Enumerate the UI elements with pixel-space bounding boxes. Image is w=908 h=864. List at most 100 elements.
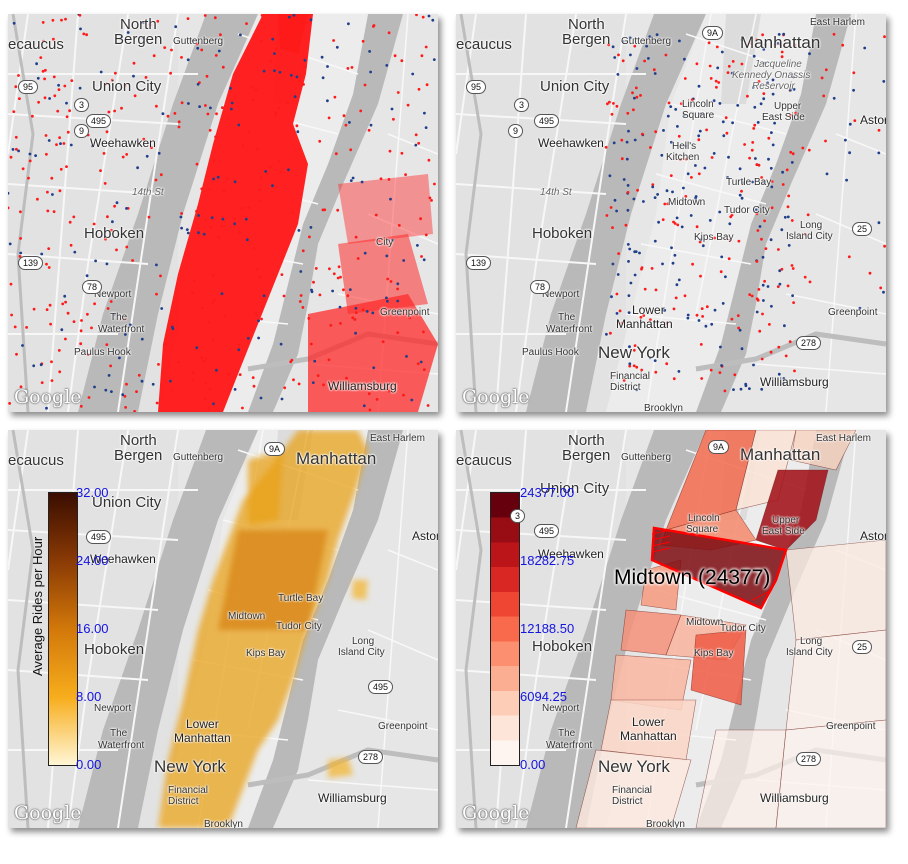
label-weehawken: Weehawken bbox=[538, 136, 604, 150]
trip-point bbox=[707, 41, 711, 45]
trip-point bbox=[87, 396, 91, 399]
trip-point bbox=[53, 94, 57, 98]
label-hells: Hell's bbox=[672, 141, 697, 152]
map-panel-heatmap[interactable]: North Bergen Guttenberg ecaucus Manhatta… bbox=[8, 430, 438, 828]
trip-point bbox=[698, 129, 702, 133]
trip-point bbox=[245, 238, 249, 242]
trip-point bbox=[226, 117, 230, 120]
trip-point bbox=[381, 340, 385, 344]
trip-point bbox=[758, 225, 762, 228]
trip-point bbox=[25, 326, 28, 329]
region-brooklyn-2 bbox=[775, 719, 886, 828]
trip-point bbox=[635, 67, 639, 70]
label-bergen: Bergen bbox=[114, 447, 163, 464]
trip-point bbox=[41, 69, 45, 73]
trip-point bbox=[222, 189, 226, 193]
trip-point bbox=[783, 324, 786, 328]
trip-point bbox=[372, 366, 376, 370]
trip-point bbox=[262, 294, 266, 298]
label-north: North bbox=[568, 16, 605, 33]
trip-point bbox=[295, 75, 299, 79]
label-new-york: New York bbox=[154, 757, 226, 776]
trip-point bbox=[699, 343, 703, 346]
trip-point bbox=[354, 331, 357, 335]
trip-point bbox=[634, 250, 638, 254]
map-panel-pickups-dropoffs-sample[interactable]: North Bergen Guttenberg ecaucus Manhatta… bbox=[456, 14, 886, 412]
trip-point bbox=[72, 320, 76, 323]
trip-point bbox=[715, 45, 719, 49]
label-paulus-hook: Paulus Hook bbox=[522, 347, 579, 358]
label-williamsburg: Williamsburg bbox=[328, 379, 397, 393]
label-square: Square bbox=[686, 524, 719, 535]
trip-point bbox=[47, 139, 51, 142]
trip-point bbox=[639, 94, 642, 97]
trip-point bbox=[626, 111, 630, 115]
label-greenpoint: Greenpoint bbox=[378, 721, 428, 732]
trip-point bbox=[186, 231, 190, 235]
map-panel-choropleth[interactable]: North Bergen Guttenberg ecaucus Manhatta… bbox=[456, 430, 886, 828]
trip-point bbox=[220, 292, 224, 296]
trip-point bbox=[207, 406, 211, 410]
trip-point bbox=[615, 349, 619, 352]
trip-point bbox=[743, 143, 746, 146]
trip-point bbox=[627, 260, 630, 263]
trip-point bbox=[367, 392, 371, 396]
trip-point bbox=[616, 273, 620, 276]
trip-point bbox=[179, 215, 183, 219]
trip-point bbox=[666, 114, 670, 118]
route-9a-shield: 9A bbox=[708, 440, 730, 454]
trip-point bbox=[259, 199, 262, 203]
trip-point bbox=[701, 244, 705, 248]
trip-point bbox=[625, 350, 628, 353]
trip-point bbox=[726, 71, 730, 74]
trip-point bbox=[671, 261, 675, 265]
trip-point bbox=[255, 268, 259, 271]
trip-point bbox=[654, 288, 658, 292]
trip-point bbox=[647, 57, 650, 60]
map-panel-pickups-dropoffs-all[interactable]: North Bergen Guttenberg ecaucus Union Ci… bbox=[8, 14, 438, 412]
trip-point bbox=[279, 170, 282, 174]
trip-point bbox=[85, 274, 89, 278]
label-manhattan: Manhattan bbox=[296, 449, 377, 468]
trip-point bbox=[710, 156, 714, 159]
trip-point bbox=[430, 199, 433, 202]
trip-point bbox=[640, 132, 644, 136]
sampled-points-layer bbox=[604, 32, 886, 393]
trip-point bbox=[45, 308, 49, 311]
trip-point bbox=[645, 44, 648, 48]
trip-point bbox=[793, 369, 796, 373]
trip-point bbox=[738, 328, 742, 332]
trip-point bbox=[213, 298, 216, 302]
trip-point bbox=[620, 138, 624, 142]
label-island-city: Island City bbox=[786, 647, 833, 658]
trip-point bbox=[740, 62, 744, 66]
trip-point bbox=[608, 100, 611, 104]
trip-point bbox=[674, 296, 678, 300]
label-kips-bay: Kips Bay bbox=[246, 648, 286, 659]
label-brooklyn: Brooklyn bbox=[646, 819, 685, 828]
selection-hatch bbox=[651, 529, 773, 601]
trip-point bbox=[59, 142, 62, 146]
route-3-shield: 3 bbox=[74, 98, 90, 112]
trip-point bbox=[19, 251, 23, 255]
trip-point bbox=[718, 102, 722, 105]
trip-point bbox=[306, 21, 309, 24]
trip-point bbox=[778, 43, 782, 46]
label-kips-bay: Kips Bay bbox=[694, 232, 734, 243]
trip-point bbox=[640, 267, 643, 271]
trip-point bbox=[789, 88, 792, 92]
trip-point bbox=[297, 50, 301, 54]
trip-point bbox=[42, 39, 45, 43]
trip-point bbox=[314, 267, 318, 270]
trip-point bbox=[406, 103, 410, 107]
trip-point bbox=[698, 240, 702, 244]
trip-point bbox=[863, 46, 867, 50]
trip-point bbox=[56, 109, 60, 113]
trip-point bbox=[740, 347, 744, 351]
trip-point bbox=[52, 37, 55, 41]
trip-point bbox=[327, 116, 331, 120]
trip-point bbox=[769, 166, 773, 170]
trip-point bbox=[185, 228, 189, 232]
trip-point bbox=[36, 197, 39, 201]
trip-point bbox=[288, 15, 291, 19]
